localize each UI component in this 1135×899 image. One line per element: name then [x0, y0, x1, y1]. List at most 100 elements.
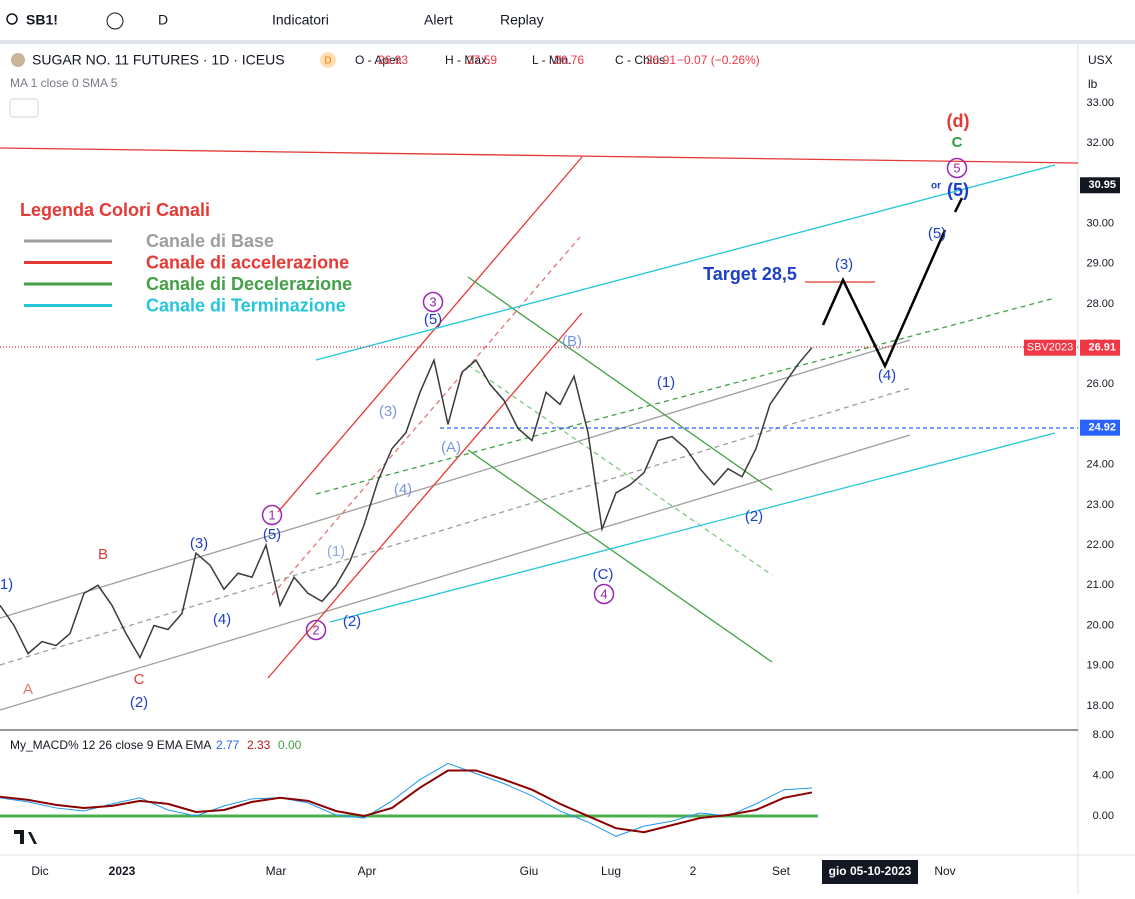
ohlc: 26.76 — [554, 53, 584, 67]
ohlc: O - Aper. — [355, 53, 402, 67]
search-icon[interactable] — [6, 13, 18, 25]
tv-logo — [14, 830, 37, 844]
price-label-bg — [1080, 177, 1120, 194]
x-tick-label: Apr — [358, 864, 377, 878]
wave-circle — [593, 583, 615, 605]
ohlc: H - Max. — [445, 53, 490, 67]
trendline — [467, 364, 773, 576]
price-line — [0, 347, 813, 660]
price-label: 30.95 — [1088, 179, 1116, 191]
trendline — [267, 312, 583, 679]
trendline — [0, 339, 911, 619]
y-tick-label: 29.00 — [1086, 258, 1114, 270]
trendline — [277, 156, 583, 513]
symbol-logo — [11, 53, 25, 67]
wave-circle — [261, 504, 283, 526]
wave-label: (5) — [928, 225, 946, 242]
legend-title: Legenda Colori Canali — [20, 200, 210, 220]
y-tick-label: 26.00 — [1086, 378, 1114, 390]
wave-label: (5) — [263, 526, 281, 543]
interval[interactable]: D — [158, 12, 168, 28]
wave-label: (3) — [190, 535, 208, 552]
price-label-bg — [1080, 339, 1120, 356]
x-tick-label: Lug — [601, 864, 621, 878]
unit[interactable]: lb — [1088, 77, 1098, 91]
signal-line — [0, 769, 813, 834]
wave-label: (1) — [657, 374, 675, 391]
legend-item: Canale di accelerazione — [146, 252, 349, 272]
ohlc: −0.07 (−0.26%) — [677, 53, 760, 67]
wave-circle-label: 4 — [600, 586, 607, 601]
macd-line — [0, 762, 813, 837]
collapse-button[interactable] — [9, 98, 39, 118]
cursor-date-bg — [822, 860, 918, 884]
x-tick-label: Nov — [934, 864, 955, 878]
symbol[interactable]: SB1! — [26, 12, 58, 28]
macd-label: My_MACD% 12 26 close 9 EMA EMA — [10, 738, 211, 752]
alert[interactable]: Alert — [424, 12, 453, 28]
wave-label: or — [931, 181, 941, 192]
y-tick-label: 23.00 — [1086, 499, 1114, 511]
y-tick-label: 19.00 — [1086, 660, 1114, 672]
wave-circle-label: 2 — [312, 622, 319, 637]
badge-bg — [320, 52, 336, 68]
x-tick-label: 2023 — [109, 864, 136, 878]
trendline — [467, 449, 773, 663]
wave-circle-label: 1 — [268, 507, 275, 522]
wave-label: (2) — [745, 508, 763, 525]
wave-label: (1) — [0, 576, 13, 593]
wave-circle-label: 5 — [953, 160, 960, 175]
y-tick-label: 21.00 — [1086, 579, 1114, 591]
legend-item: Canale di Decelerazione — [146, 274, 352, 294]
y-tick-label: 32.00 — [1086, 137, 1114, 149]
x-tick-label: Giu — [520, 864, 539, 878]
wave-label: (A) — [441, 439, 461, 456]
indicators[interactable]: Indicatori — [272, 12, 329, 28]
x-tick-label: Mar — [266, 864, 287, 878]
x-tick-label: gio 05-10-2023 — [829, 864, 912, 878]
price-label-name-bg — [1024, 339, 1076, 356]
trendline — [0, 147, 1079, 164]
ohlc: 26.93 — [378, 53, 408, 67]
wave-label: (B) — [562, 333, 582, 350]
wave-label: (2) — [130, 694, 148, 711]
wave-label: (C) — [593, 566, 614, 583]
price-label-name: SBV2023 — [1027, 342, 1073, 354]
wave-label: Target 28,5 — [703, 264, 797, 284]
x-tick-label: 2 — [690, 864, 697, 878]
trendline — [467, 276, 773, 491]
replay[interactable]: Replay — [500, 12, 544, 28]
chart-title: SUGAR NO. 11 FUTURES · 1D · ICEUS — [32, 52, 285, 68]
x-tick-label: Dic — [31, 864, 48, 878]
wave-label: A — [23, 681, 33, 698]
trendline — [0, 387, 911, 666]
projection — [953, 197, 964, 213]
y-tick-label: 18.00 — [1086, 700, 1114, 712]
ohlc: 26.91 — [646, 53, 676, 67]
y-tick-label: 20.00 — [1086, 619, 1114, 631]
ma-label: MA 1 close 0 SMA 5 — [10, 76, 118, 90]
ohlc: C - Chius. — [615, 53, 668, 67]
y-tick-label: 22.00 — [1086, 539, 1114, 551]
wave-label: (5) — [947, 180, 969, 200]
legend-item: Canale di Terminazione — [146, 295, 346, 315]
wave-circle-label: 3 — [429, 294, 436, 309]
macd-value: 2.33 — [247, 738, 271, 752]
macd-value: 2.77 — [216, 738, 240, 752]
add-icon[interactable] — [106, 12, 124, 30]
wave-label: (2) — [343, 613, 361, 630]
wave-label: (4) — [213, 611, 231, 628]
price-label-bg — [1080, 419, 1120, 436]
y-tick-label: 24.00 — [1086, 459, 1114, 471]
legend-item: Canale di Base — [146, 231, 274, 251]
y-tick-label: 8.00 — [1093, 729, 1114, 741]
wave-label: (4) — [394, 481, 412, 498]
badge: D — [324, 56, 331, 67]
trendline — [315, 297, 1056, 495]
wave-label: B — [98, 546, 108, 563]
currency[interactable]: USX — [1088, 53, 1113, 67]
wave-label: (1) — [327, 543, 345, 560]
wave-circle — [305, 619, 327, 641]
